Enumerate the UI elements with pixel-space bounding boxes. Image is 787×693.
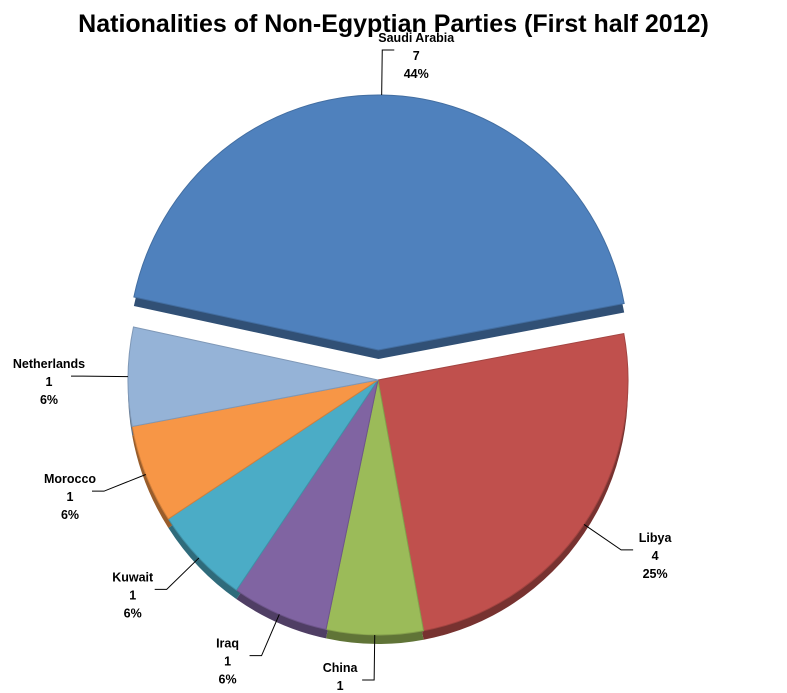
pie-slice-saudi-arabia [133, 94, 625, 351]
data-label-value: 1 [129, 588, 136, 602]
data-label-value: 1 [46, 375, 53, 389]
leader-line [154, 557, 200, 590]
data-label-category: Iraq [216, 637, 239, 651]
data-label-category: Netherlands [13, 357, 85, 371]
data-label-percent: 6% [40, 393, 58, 407]
data-label-value: 1 [337, 679, 344, 693]
data-label-percent: 6% [219, 673, 237, 687]
data-label-category: Kuwait [112, 570, 154, 584]
data-label-value: 4 [652, 549, 659, 563]
data-label-category: Saudi Arabia [378, 31, 455, 45]
data-label-value: 1 [224, 655, 231, 669]
data-label-category: China [323, 661, 359, 675]
leader-line [583, 524, 634, 551]
leader-line [92, 474, 146, 492]
pie-slice-libya [377, 332, 629, 632]
chart-title: Nationalities of Non-Egyptian Parties (F… [78, 10, 709, 38]
leader-line [362, 634, 376, 681]
data-label-category: Morocco [44, 472, 96, 486]
data-label-category: Libya [639, 531, 673, 545]
data-label-value: 1 [67, 490, 74, 504]
leader-line [249, 614, 280, 657]
data-label-percent: 6% [124, 606, 142, 620]
leader-line [71, 375, 129, 378]
leader-line [381, 49, 395, 96]
data-label-percent: 25% [643, 567, 668, 581]
data-label-percent: 6% [61, 508, 79, 522]
data-label-value: 7 [413, 49, 420, 63]
data-label-percent: 44% [404, 67, 429, 81]
